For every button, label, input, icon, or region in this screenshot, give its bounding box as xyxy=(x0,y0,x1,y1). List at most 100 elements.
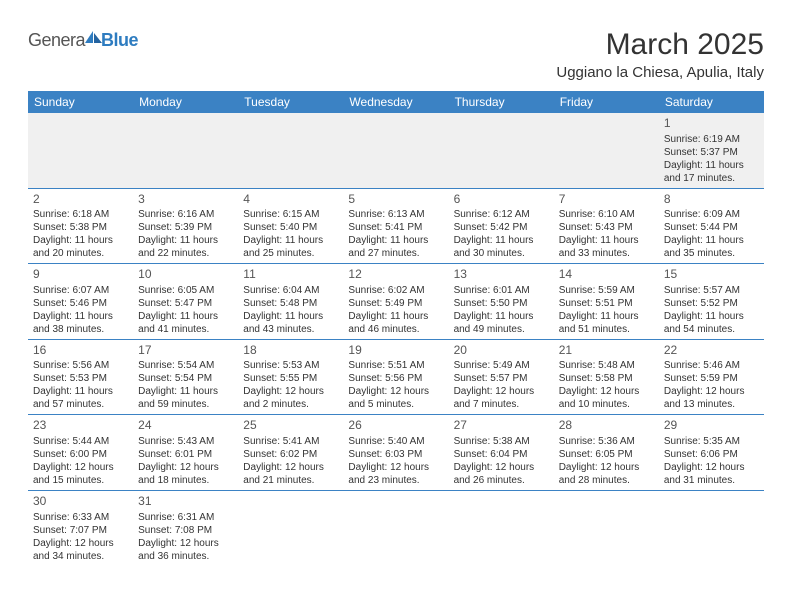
day-number: 24 xyxy=(138,418,233,434)
calendar-cell: 25Sunrise: 5:41 AMSunset: 6:02 PMDayligh… xyxy=(238,415,343,491)
calendar-cell xyxy=(449,490,554,565)
sunset-text: Sunset: 6:05 PM xyxy=(559,448,654,461)
calendar-row: 9Sunrise: 6:07 AMSunset: 5:46 PMDaylight… xyxy=(28,264,764,340)
daylight-text: Daylight: 12 hours xyxy=(33,537,128,550)
daylight-text: and 49 minutes. xyxy=(454,323,549,336)
sunset-text: Sunset: 5:54 PM xyxy=(138,372,233,385)
sunset-text: Sunset: 5:50 PM xyxy=(454,297,549,310)
daylight-text: and 30 minutes. xyxy=(454,247,549,260)
sunrise-text: Sunrise: 6:04 AM xyxy=(243,284,338,297)
day-number: 11 xyxy=(243,267,338,283)
day-number: 28 xyxy=(559,418,654,434)
sunrise-text: Sunrise: 6:15 AM xyxy=(243,208,338,221)
sunset-text: Sunset: 5:41 PM xyxy=(348,221,443,234)
calendar-cell: 7Sunrise: 6:10 AMSunset: 5:43 PMDaylight… xyxy=(554,188,659,264)
daylight-text: Daylight: 11 hours xyxy=(348,310,443,323)
sunset-text: Sunset: 5:44 PM xyxy=(664,221,759,234)
sunrise-text: Sunrise: 5:40 AM xyxy=(348,435,443,448)
sunset-text: Sunset: 5:48 PM xyxy=(243,297,338,310)
calendar-cell: 23Sunrise: 5:44 AMSunset: 6:00 PMDayligh… xyxy=(28,415,133,491)
daylight-text: Daylight: 11 hours xyxy=(454,310,549,323)
calendar-cell xyxy=(133,113,238,188)
calendar-cell: 4Sunrise: 6:15 AMSunset: 5:40 PMDaylight… xyxy=(238,188,343,264)
calendar-cell: 6Sunrise: 6:12 AMSunset: 5:42 PMDaylight… xyxy=(449,188,554,264)
daylight-text: Daylight: 12 hours xyxy=(348,385,443,398)
daylight-text: Daylight: 12 hours xyxy=(243,385,338,398)
calendar-cell: 31Sunrise: 6:31 AMSunset: 7:08 PMDayligh… xyxy=(133,490,238,565)
day-number: 17 xyxy=(138,343,233,359)
daylight-text: and 7 minutes. xyxy=(454,398,549,411)
day-number: 30 xyxy=(33,494,128,510)
sunrise-text: Sunrise: 6:19 AM xyxy=(664,133,759,146)
sunrise-text: Sunrise: 5:35 AM xyxy=(664,435,759,448)
daylight-text: and 25 minutes. xyxy=(243,247,338,260)
calendar-cell: 1Sunrise: 6:19 AMSunset: 5:37 PMDaylight… xyxy=(659,113,764,188)
daylight-text: and 5 minutes. xyxy=(348,398,443,411)
sunrise-text: Sunrise: 6:05 AM xyxy=(138,284,233,297)
daylight-text: and 59 minutes. xyxy=(138,398,233,411)
calendar-cell: 22Sunrise: 5:46 AMSunset: 5:59 PMDayligh… xyxy=(659,339,764,415)
daylight-text: and 35 minutes. xyxy=(664,247,759,260)
logo-text-2: Blue xyxy=(101,30,138,51)
daylight-text: and 22 minutes. xyxy=(138,247,233,260)
header: Genera Blue March 2025 Uggiano la Chiesa… xyxy=(28,28,764,85)
day-number: 27 xyxy=(454,418,549,434)
daylight-text: and 28 minutes. xyxy=(559,474,654,487)
logo-text-1: Genera xyxy=(28,30,85,51)
daylight-text: and 18 minutes. xyxy=(138,474,233,487)
calendar-row: 30Sunrise: 6:33 AMSunset: 7:07 PMDayligh… xyxy=(28,490,764,565)
daylight-text: Daylight: 11 hours xyxy=(664,159,759,172)
logo: Genera Blue xyxy=(28,28,138,51)
col-sunday: Sunday xyxy=(28,91,133,113)
sunset-text: Sunset: 5:43 PM xyxy=(559,221,654,234)
day-number: 7 xyxy=(559,192,654,208)
calendar-cell: 10Sunrise: 6:05 AMSunset: 5:47 PMDayligh… xyxy=(133,264,238,340)
daylight-text: Daylight: 11 hours xyxy=(559,234,654,247)
daylight-text: Daylight: 12 hours xyxy=(348,461,443,474)
calendar-cell xyxy=(554,113,659,188)
sunrise-text: Sunrise: 6:01 AM xyxy=(454,284,549,297)
daylight-text: Daylight: 11 hours xyxy=(243,234,338,247)
sunrise-text: Sunrise: 5:49 AM xyxy=(454,359,549,372)
title-block: March 2025 Uggiano la Chiesa, Apulia, It… xyxy=(556,28,764,85)
sunrise-text: Sunrise: 6:13 AM xyxy=(348,208,443,221)
calendar-cell: 26Sunrise: 5:40 AMSunset: 6:03 PMDayligh… xyxy=(343,415,448,491)
daylight-text: Daylight: 12 hours xyxy=(559,385,654,398)
day-number: 18 xyxy=(243,343,338,359)
sunset-text: Sunset: 6:02 PM xyxy=(243,448,338,461)
daylight-text: Daylight: 11 hours xyxy=(33,234,128,247)
day-number: 8 xyxy=(664,192,759,208)
sunset-text: Sunset: 5:40 PM xyxy=(243,221,338,234)
daylight-text: Daylight: 11 hours xyxy=(454,234,549,247)
calendar-cell: 20Sunrise: 5:49 AMSunset: 5:57 PMDayligh… xyxy=(449,339,554,415)
sunset-text: Sunset: 5:55 PM xyxy=(243,372,338,385)
sunrise-text: Sunrise: 5:36 AM xyxy=(559,435,654,448)
day-number: 10 xyxy=(138,267,233,283)
sunset-text: Sunset: 5:38 PM xyxy=(33,221,128,234)
calendar-cell: 27Sunrise: 5:38 AMSunset: 6:04 PMDayligh… xyxy=(449,415,554,491)
daylight-text: Daylight: 11 hours xyxy=(664,234,759,247)
calendar-cell xyxy=(554,490,659,565)
sunset-text: Sunset: 6:06 PM xyxy=(664,448,759,461)
day-number: 14 xyxy=(559,267,654,283)
calendar-cell: 8Sunrise: 6:09 AMSunset: 5:44 PMDaylight… xyxy=(659,188,764,264)
daylight-text: and 43 minutes. xyxy=(243,323,338,336)
daylight-text: and 41 minutes. xyxy=(138,323,233,336)
day-number: 5 xyxy=(348,192,443,208)
daylight-text: and 46 minutes. xyxy=(348,323,443,336)
calendar-cell: 19Sunrise: 5:51 AMSunset: 5:56 PMDayligh… xyxy=(343,339,448,415)
sunset-text: Sunset: 5:51 PM xyxy=(559,297,654,310)
sunrise-text: Sunrise: 6:02 AM xyxy=(348,284,443,297)
daylight-text: and 27 minutes. xyxy=(348,247,443,260)
col-saturday: Saturday xyxy=(659,91,764,113)
sunset-text: Sunset: 6:00 PM xyxy=(33,448,128,461)
day-number: 21 xyxy=(559,343,654,359)
calendar-cell: 13Sunrise: 6:01 AMSunset: 5:50 PMDayligh… xyxy=(449,264,554,340)
daylight-text: Daylight: 11 hours xyxy=(138,310,233,323)
day-number: 13 xyxy=(454,267,549,283)
daylight-text: Daylight: 11 hours xyxy=(664,310,759,323)
day-number: 2 xyxy=(33,192,128,208)
sunrise-text: Sunrise: 5:57 AM xyxy=(664,284,759,297)
daylight-text: and 10 minutes. xyxy=(559,398,654,411)
day-number: 6 xyxy=(454,192,549,208)
